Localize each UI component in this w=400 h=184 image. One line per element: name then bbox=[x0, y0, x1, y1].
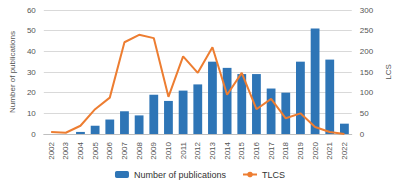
svg-text:0: 0 bbox=[31, 130, 36, 139]
svg-text:60: 60 bbox=[27, 6, 36, 15]
svg-text:300: 300 bbox=[360, 6, 374, 15]
svg-text:30: 30 bbox=[27, 68, 36, 77]
svg-text:2013: 2013 bbox=[208, 141, 217, 159]
svg-text:Number of publications: Number of publications bbox=[8, 31, 17, 113]
svg-text:50: 50 bbox=[27, 26, 36, 35]
svg-text:Number of publications: Number of publications bbox=[134, 170, 227, 180]
svg-text:2003: 2003 bbox=[61, 141, 70, 159]
svg-text:2017: 2017 bbox=[267, 141, 276, 159]
svg-text:2006: 2006 bbox=[105, 141, 114, 159]
svg-text:LCS: LCS bbox=[384, 64, 393, 80]
svg-text:50: 50 bbox=[360, 109, 369, 118]
svg-text:2007: 2007 bbox=[120, 141, 129, 159]
svg-text:2020: 2020 bbox=[311, 141, 320, 159]
svg-text:2015: 2015 bbox=[237, 141, 246, 159]
svg-text:20: 20 bbox=[27, 88, 36, 97]
svg-text:2011: 2011 bbox=[179, 141, 188, 159]
svg-text:40: 40 bbox=[27, 47, 36, 56]
svg-text:2012: 2012 bbox=[193, 141, 202, 159]
svg-text:2019: 2019 bbox=[296, 141, 305, 159]
svg-text:250: 250 bbox=[360, 26, 374, 35]
svg-text:2004: 2004 bbox=[76, 141, 85, 159]
svg-text:0: 0 bbox=[360, 130, 365, 139]
svg-text:2016: 2016 bbox=[252, 141, 261, 159]
svg-text:2022: 2022 bbox=[340, 141, 349, 159]
svg-text:10: 10 bbox=[27, 109, 36, 118]
svg-text:100: 100 bbox=[360, 88, 374, 97]
svg-text:150: 150 bbox=[360, 68, 374, 77]
svg-text:2018: 2018 bbox=[281, 141, 290, 159]
svg-text:2009: 2009 bbox=[149, 141, 158, 159]
svg-text:200: 200 bbox=[360, 47, 374, 56]
svg-text:2021: 2021 bbox=[325, 141, 334, 159]
svg-text:2010: 2010 bbox=[164, 141, 173, 159]
svg-text:TLCS: TLCS bbox=[262, 170, 285, 180]
svg-text:2002: 2002 bbox=[47, 141, 56, 159]
svg-text:2014: 2014 bbox=[223, 141, 232, 159]
svg-text:2008: 2008 bbox=[135, 141, 144, 159]
svg-text:2005: 2005 bbox=[91, 141, 100, 159]
